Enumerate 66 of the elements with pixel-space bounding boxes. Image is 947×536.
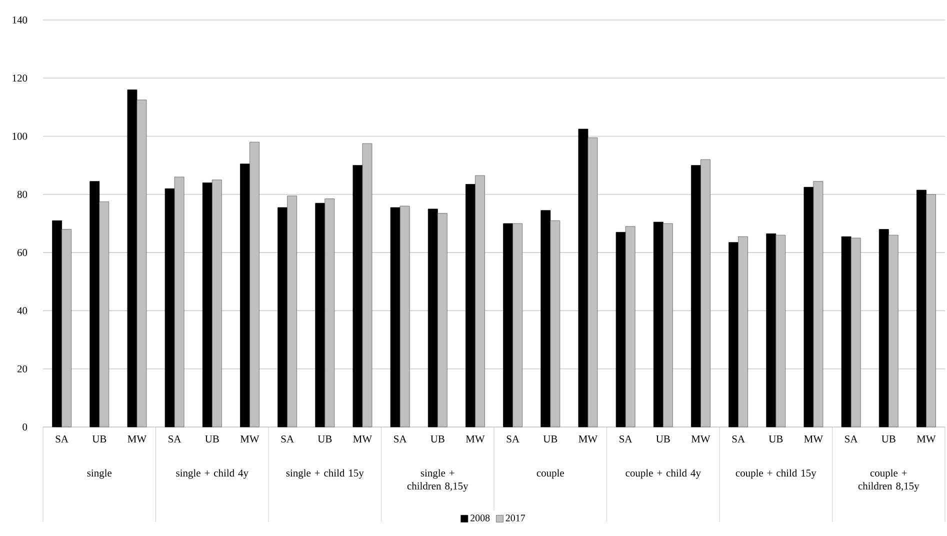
bar (90, 181, 100, 428)
x-tick-label: UB (656, 436, 670, 442)
text: single + child 15y (286, 469, 364, 479)
bar (428, 208, 438, 428)
x-tick-label: SA (845, 436, 858, 443)
bar (916, 190, 926, 428)
text: single (87, 469, 112, 479)
x-tick-label: UB (430, 436, 444, 442)
bar (52, 220, 62, 428)
bar (278, 207, 288, 428)
bar (804, 186, 814, 428)
y-tick-label: 20 (17, 365, 28, 372)
bar (390, 207, 400, 428)
y-tick-label: 140 (12, 16, 28, 24)
bar (127, 90, 138, 428)
x-tick-label: UB (318, 436, 332, 442)
x-tick-label: UB (543, 436, 558, 442)
bar (653, 222, 664, 428)
bar (540, 210, 551, 428)
text: single + child 4y (176, 469, 248, 479)
bar (352, 165, 363, 428)
bar (578, 128, 588, 428)
x-tick-label: UB (768, 436, 783, 442)
x-tick-label: SA (394, 436, 407, 443)
x-tick-label: MW (578, 436, 598, 443)
legend-label: 2008 (470, 514, 490, 522)
x-tick-label: MW (804, 436, 824, 443)
bar (466, 184, 476, 428)
legend-label: 2017 (506, 514, 526, 522)
y-tick-label: 100 (12, 132, 28, 140)
x-tick-label: UB (882, 436, 896, 442)
bar (315, 202, 326, 428)
bar (202, 182, 212, 428)
y-tick-label: 120 (12, 74, 28, 82)
x-tick-label: MW (916, 436, 936, 443)
text: couple + child 4y (626, 469, 701, 479)
text: couple (536, 469, 564, 479)
x-tick-label: SA (168, 436, 182, 443)
bar (766, 233, 776, 428)
x-tick-label: UB (92, 436, 106, 442)
text: couple + child 15y (736, 469, 816, 479)
x-tick-label: MW (691, 436, 710, 443)
bar (691, 165, 701, 428)
bar (616, 232, 626, 428)
text: couple + children 8,15y (858, 469, 920, 492)
x-tick-label: MW (240, 436, 260, 443)
y-tick-label: 0 (22, 423, 28, 431)
text: single + children 8,15y (407, 469, 468, 492)
bar (240, 164, 250, 428)
x-tick-label: UB (205, 436, 219, 442)
y-tick-label: 80 (17, 190, 28, 198)
y-tick-label: 40 (17, 307, 28, 314)
bar (164, 188, 175, 428)
bar (878, 229, 889, 428)
x-tick-label: SA (620, 436, 632, 443)
bar (841, 236, 852, 428)
y-tick-label: 60 (17, 249, 28, 256)
x-tick-label: SA (281, 436, 294, 443)
x-tick-label: MW (353, 436, 372, 443)
x-tick-label: MW (466, 436, 485, 443)
bar (503, 223, 513, 428)
bar (728, 242, 738, 428)
x-tick-label: SA (732, 436, 745, 443)
x-tick-label: SA (56, 436, 68, 443)
x-tick-label: SA (506, 436, 520, 443)
x-tick-label: MW (128, 436, 147, 443)
